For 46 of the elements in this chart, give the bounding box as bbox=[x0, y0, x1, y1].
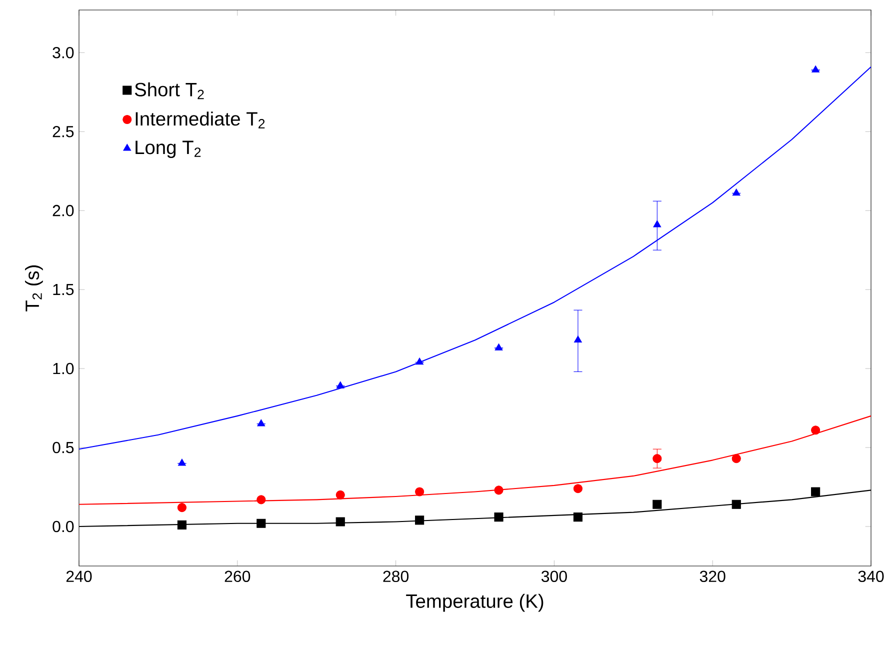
point bbox=[812, 65, 820, 72]
point bbox=[494, 512, 504, 522]
point bbox=[653, 220, 662, 228]
point bbox=[256, 518, 266, 528]
point bbox=[336, 490, 345, 500]
point bbox=[256, 495, 266, 504]
x-axis-title: Temperature (K) bbox=[406, 594, 544, 612]
point bbox=[494, 343, 503, 350]
point bbox=[652, 500, 662, 509]
point bbox=[336, 381, 344, 388]
point bbox=[416, 358, 424, 365]
point bbox=[573, 512, 583, 522]
y-tick-label: 1.5 bbox=[53, 284, 74, 296]
legend-label: Intermediate T$_{2}$ bbox=[136, 112, 265, 128]
point bbox=[177, 520, 186, 530]
x-tick-label: 260 bbox=[224, 570, 250, 582]
x-tick-label: 280 bbox=[383, 570, 409, 582]
y-tick-label: 0.5 bbox=[52, 442, 74, 454]
line-series bbox=[79, 66, 872, 450]
point bbox=[494, 486, 504, 495]
point bbox=[573, 484, 583, 494]
point bbox=[415, 516, 424, 525]
point bbox=[178, 458, 186, 466]
point bbox=[574, 336, 582, 343]
x-tick-label: 340 bbox=[858, 570, 884, 582]
y-tick-label: 2.0 bbox=[52, 204, 74, 216]
y-axis-title: T$_{2}$ (s) bbox=[25, 265, 43, 312]
x-tick-label: 320 bbox=[700, 570, 726, 582]
legend-label: Long T$_{2}$ bbox=[136, 140, 201, 158]
x-tick-label: 300 bbox=[541, 570, 567, 582]
point bbox=[257, 419, 266, 426]
point bbox=[177, 503, 186, 512]
point bbox=[336, 517, 345, 526]
point bbox=[732, 454, 741, 464]
y-tick-label: 0.0 bbox=[52, 520, 74, 532]
point bbox=[415, 487, 424, 496]
y-tick-label: 3.0 bbox=[52, 46, 74, 58]
y-tick-label: 2.5 bbox=[52, 126, 74, 138]
point bbox=[732, 188, 740, 196]
point bbox=[811, 487, 820, 496]
y-tick-label: 1.0 bbox=[53, 362, 74, 374]
point bbox=[732, 500, 741, 509]
legend-label: Short T$_{2}$ bbox=[134, 82, 204, 100]
x-tick-label: 240 bbox=[66, 570, 92, 582]
point bbox=[652, 454, 662, 464]
point bbox=[811, 426, 820, 435]
